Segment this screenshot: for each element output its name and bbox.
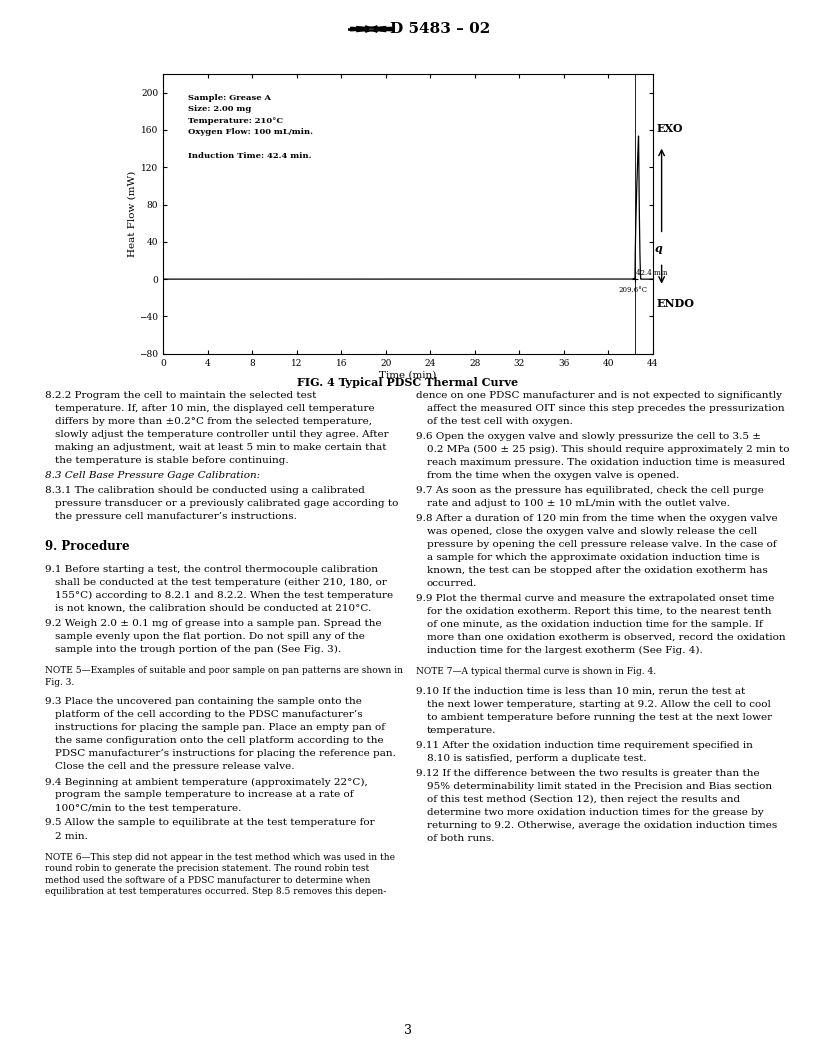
Text: sample evenly upon the flat portion. Do not spill any of the: sample evenly upon the flat portion. Do … bbox=[55, 631, 365, 641]
Text: slowly adjust the temperature controller until they agree. After: slowly adjust the temperature controller… bbox=[55, 430, 388, 439]
Text: 8.2.2 Program the cell to maintain the selected test: 8.2.2 Program the cell to maintain the s… bbox=[45, 391, 317, 400]
Text: 155°C) according to 8.2.1 and 8.2.2. When the test temperature: 155°C) according to 8.2.1 and 8.2.2. Whe… bbox=[55, 591, 393, 600]
Text: 100°C/min to the test temperature.: 100°C/min to the test temperature. bbox=[55, 804, 242, 812]
Text: a sample for which the approximate oxidation induction time is: a sample for which the approximate oxida… bbox=[427, 553, 760, 562]
Text: pressure transducer or a previously calibrated gage according to: pressure transducer or a previously cali… bbox=[55, 498, 398, 508]
Text: pressure by opening the cell pressure release valve. In the case of: pressure by opening the cell pressure re… bbox=[427, 540, 777, 549]
Y-axis label: Heat Flow (mW): Heat Flow (mW) bbox=[127, 171, 136, 257]
Text: 9.3 Place the uncovered pan containing the sample onto the: 9.3 Place the uncovered pan containing t… bbox=[45, 697, 361, 706]
Text: Sample: Grease A
Size: 2.00 mg
Temperature: 210°C
Oxygen Flow: 100 mL/min.

Indu: Sample: Grease A Size: 2.00 mg Temperatu… bbox=[188, 94, 313, 159]
Text: 9.8 After a duration of 120 min from the time when the oxygen valve: 9.8 After a duration of 120 min from the… bbox=[416, 514, 778, 523]
Text: method used the software of a PDSC manufacturer to determine when: method used the software of a PDSC manuf… bbox=[45, 875, 370, 885]
Text: ENDO: ENDO bbox=[657, 298, 694, 309]
Text: for the oxidation exotherm. Report this time, to the nearest tenth: for the oxidation exotherm. Report this … bbox=[427, 607, 771, 616]
Text: the next lower temperature, starting at 9.2. Allow the cell to cool: the next lower temperature, starting at … bbox=[427, 700, 771, 710]
Text: the same configuration onto the cell platform according to the: the same configuration onto the cell pla… bbox=[55, 736, 384, 746]
Text: 9.11 After the oxidation induction time requirement specified in: 9.11 After the oxidation induction time … bbox=[416, 741, 753, 750]
Text: 9.1 Before starting a test, the control thermocouple calibration: 9.1 Before starting a test, the control … bbox=[45, 565, 378, 573]
Text: instructions for placing the sample pan. Place an empty pan of: instructions for placing the sample pan.… bbox=[55, 723, 385, 733]
Text: 9. Procedure: 9. Procedure bbox=[45, 540, 130, 552]
Text: NOTE 7—A typical thermal curve is shown in Fig. 4.: NOTE 7—A typical thermal curve is shown … bbox=[416, 667, 656, 677]
Text: 95% determinability limit stated in the Precision and Bias section: 95% determinability limit stated in the … bbox=[427, 782, 772, 791]
Text: platform of the cell according to the PDSC manufacturer’s: platform of the cell according to the PD… bbox=[55, 711, 362, 719]
Text: the pressure cell manufacturer’s instructions.: the pressure cell manufacturer’s instruc… bbox=[55, 512, 297, 521]
Text: NOTE 6—This step did not appear in the test method which was used in the: NOTE 6—This step did not appear in the t… bbox=[45, 853, 395, 862]
Text: 42.4 min: 42.4 min bbox=[636, 269, 667, 278]
Text: 9.6 Open the oxygen valve and slowly pressurize the cell to 3.5 ±: 9.6 Open the oxygen valve and slowly pre… bbox=[416, 432, 761, 440]
Text: 8.3.1 The calibration should be conducted using a calibrated: 8.3.1 The calibration should be conducte… bbox=[45, 486, 365, 495]
Text: occurred.: occurred. bbox=[427, 579, 477, 588]
Text: returning to 9.2. Otherwise, average the oxidation induction times: returning to 9.2. Otherwise, average the… bbox=[427, 822, 777, 830]
Text: PDSC manufacturer’s instructions for placing the reference pan.: PDSC manufacturer’s instructions for pla… bbox=[55, 750, 396, 758]
Text: dence on one PDSC manufacturer and is not expected to significantly: dence on one PDSC manufacturer and is no… bbox=[416, 391, 783, 400]
Text: of this test method (Section 12), then reject the results and: of this test method (Section 12), then r… bbox=[427, 795, 740, 805]
Text: 2 min.: 2 min. bbox=[55, 831, 88, 841]
Text: shall be conducted at the test temperature (either 210, 180, or: shall be conducted at the test temperatu… bbox=[55, 578, 387, 587]
Text: reach maximum pressure. The oxidation induction time is measured: reach maximum pressure. The oxidation in… bbox=[427, 458, 785, 467]
Text: 9.5 Allow the sample to equilibrate at the test temperature for: 9.5 Allow the sample to equilibrate at t… bbox=[45, 818, 375, 828]
Text: equilibration at test temperatures occurred. Step 8.5 removes this depen-: equilibration at test temperatures occur… bbox=[45, 887, 386, 895]
Text: 9.4 Beginning at ambient temperature (approximately 22°C),: 9.4 Beginning at ambient temperature (ap… bbox=[45, 777, 368, 787]
Text: of both runs.: of both runs. bbox=[427, 834, 494, 844]
Text: more than one oxidation exotherm is observed, record the oxidation: more than one oxidation exotherm is obse… bbox=[427, 633, 786, 642]
Text: was opened, close the oxygen valve and slowly release the cell: was opened, close the oxygen valve and s… bbox=[427, 527, 757, 535]
Text: determine two more oxidation induction times for the grease by: determine two more oxidation induction t… bbox=[427, 808, 764, 817]
Text: 8.10 is satisfied, perform a duplicate test.: 8.10 is satisfied, perform a duplicate t… bbox=[427, 754, 646, 763]
Text: q: q bbox=[654, 243, 662, 253]
Text: 9.12 If the difference between the two results is greater than the: 9.12 If the difference between the two r… bbox=[416, 769, 760, 778]
Text: rate and adjust to 100 ± 10 mL/min with the outlet valve.: rate and adjust to 100 ± 10 mL/min with … bbox=[427, 498, 730, 508]
Text: temperature.: temperature. bbox=[427, 727, 496, 735]
Text: known, the test can be stopped after the oxidation exotherm has: known, the test can be stopped after the… bbox=[427, 566, 768, 574]
Text: affect the measured OIT since this step precedes the pressurization: affect the measured OIT since this step … bbox=[427, 403, 784, 413]
Text: differs by more than ±0.2°C from the selected temperature,: differs by more than ±0.2°C from the sel… bbox=[55, 417, 372, 426]
Text: making an adjustment, wait at least 5 min to make certain that: making an adjustment, wait at least 5 mi… bbox=[55, 442, 387, 452]
Text: to ambient temperature before running the test at the next lower: to ambient temperature before running th… bbox=[427, 713, 772, 722]
Text: FIG. 4 Typical PDSC Thermal Curve: FIG. 4 Typical PDSC Thermal Curve bbox=[298, 377, 518, 388]
Text: 8.3 Cell Base Pressure Gage Calibration:: 8.3 Cell Base Pressure Gage Calibration: bbox=[45, 471, 260, 479]
Text: 209.6°C: 209.6°C bbox=[619, 286, 647, 295]
Text: D 5483 – 02: D 5483 – 02 bbox=[390, 22, 490, 36]
Text: 9.2 Weigh 2.0 ± 0.1 mg of grease into a sample pan. Spread the: 9.2 Weigh 2.0 ± 0.1 mg of grease into a … bbox=[45, 619, 382, 628]
Text: Fig. 3.: Fig. 3. bbox=[45, 678, 74, 686]
Text: 9.10 If the induction time is less than 10 min, rerun the test at: 9.10 If the induction time is less than … bbox=[416, 687, 745, 696]
Text: from the time when the oxygen valve is opened.: from the time when the oxygen valve is o… bbox=[427, 471, 679, 479]
Text: the temperature is stable before continuing.: the temperature is stable before continu… bbox=[55, 456, 289, 465]
Text: 9.7 As soon as the pressure has equilibrated, check the cell purge: 9.7 As soon as the pressure has equilibr… bbox=[416, 486, 764, 495]
Text: 3: 3 bbox=[404, 1024, 412, 1037]
Text: sample into the trough portion of the pan (See Fig. 3).: sample into the trough portion of the pa… bbox=[55, 645, 341, 654]
Text: induction time for the largest exotherm (See Fig. 4).: induction time for the largest exotherm … bbox=[427, 646, 703, 655]
X-axis label: Time (min): Time (min) bbox=[379, 371, 437, 379]
Text: 0.2 MPa (500 ± 25 psig). This should require approximately 2 min to: 0.2 MPa (500 ± 25 psig). This should req… bbox=[427, 445, 789, 454]
Text: of one minute, as the oxidation induction time for the sample. If: of one minute, as the oxidation inductio… bbox=[427, 620, 763, 629]
Text: EXO: EXO bbox=[657, 124, 683, 134]
Text: program the sample temperature to increase at a rate of: program the sample temperature to increa… bbox=[55, 791, 353, 799]
Text: Close the cell and the pressure release valve.: Close the cell and the pressure release … bbox=[55, 762, 295, 772]
Text: 9.9 Plot the thermal curve and measure the extrapolated onset time: 9.9 Plot the thermal curve and measure t… bbox=[416, 593, 774, 603]
Text: is not known, the calibration should be conducted at 210°C.: is not known, the calibration should be … bbox=[55, 604, 371, 612]
Text: round robin to generate the precision statement. The round robin test: round robin to generate the precision st… bbox=[45, 864, 369, 873]
Text: NOTE 5—Examples of suitable and poor sample on pan patterns are shown in: NOTE 5—Examples of suitable and poor sam… bbox=[45, 666, 403, 676]
Text: of the test cell with oxygen.: of the test cell with oxygen. bbox=[427, 417, 573, 426]
Text: temperature. If, after 10 min, the displayed cell temperature: temperature. If, after 10 min, the displ… bbox=[55, 403, 375, 413]
